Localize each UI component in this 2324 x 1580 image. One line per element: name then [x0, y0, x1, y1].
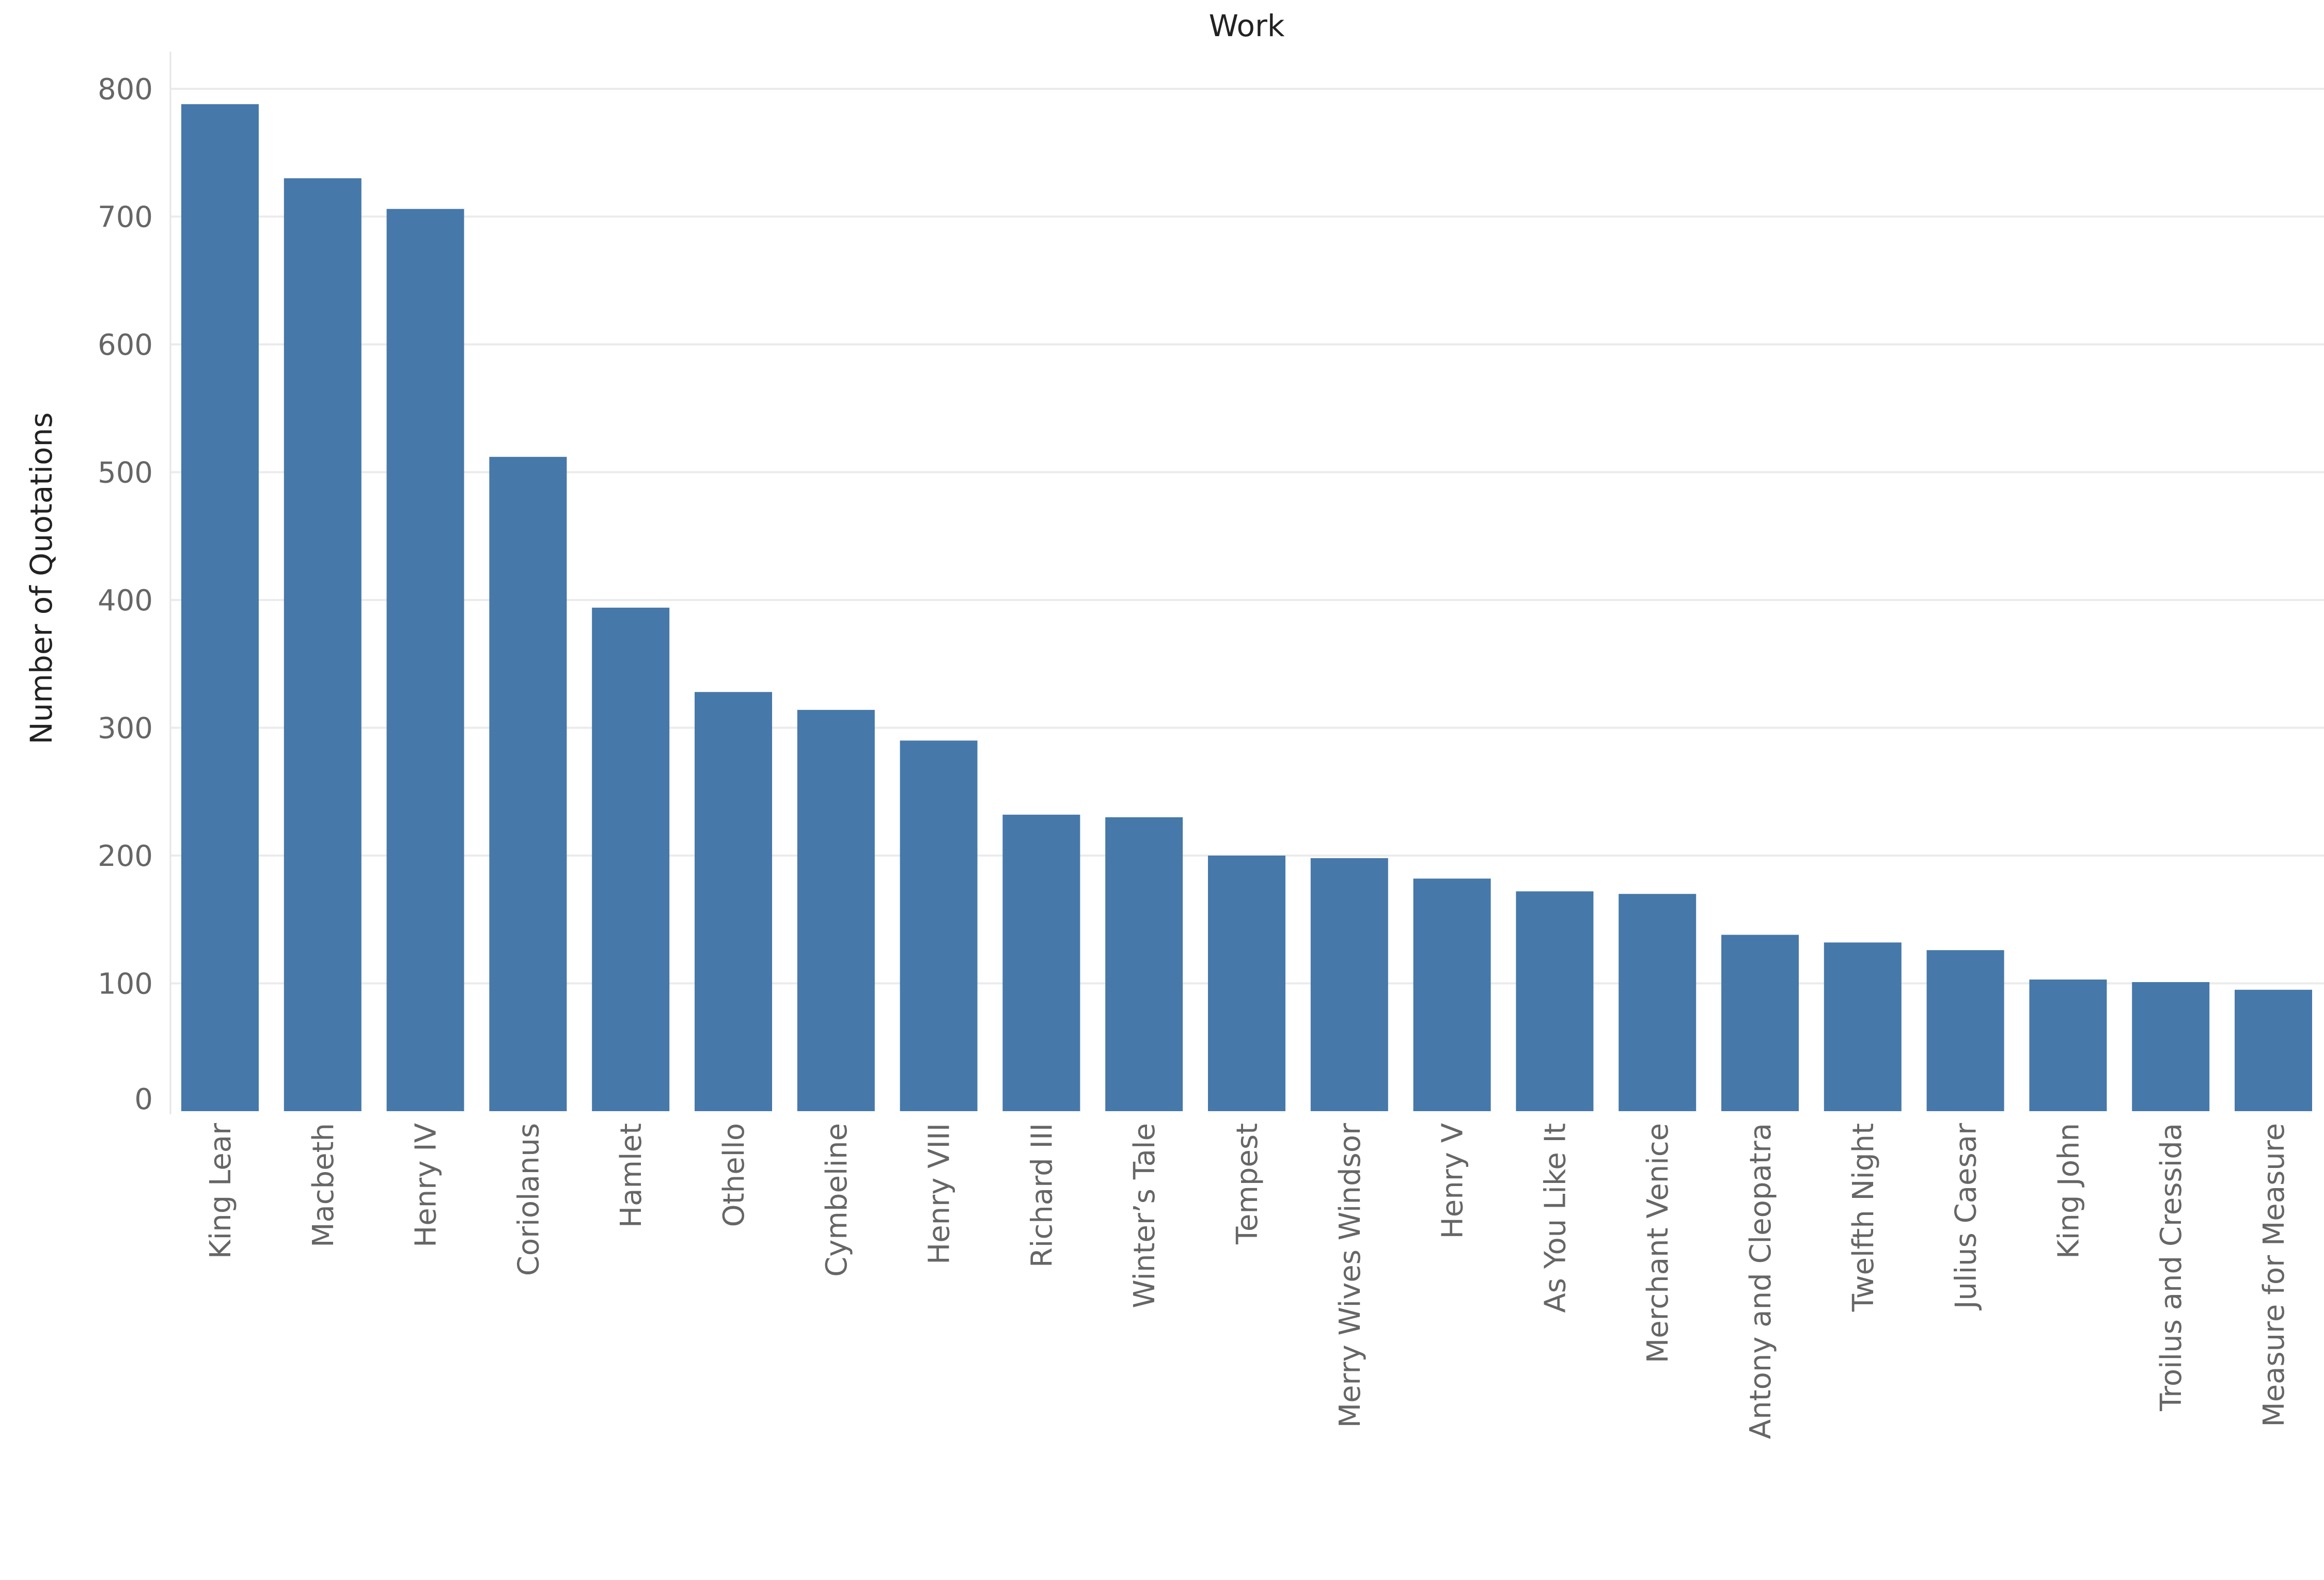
- bar: [2029, 979, 2107, 1111]
- x-axis-labels: King Lear Macbeth Henry IV Coriolanus Hamlet…: [204, 1123, 2291, 1439]
- x-category-label: Hamlet: [615, 1123, 648, 1228]
- x-category-label: Macbeth: [307, 1123, 340, 1247]
- y-tick-label: 300: [98, 712, 153, 746]
- bar: [181, 104, 259, 1112]
- x-category-label: Winter’s Tale: [1128, 1123, 1161, 1308]
- x-category-label: Merry Wives Windsor: [1333, 1123, 1367, 1428]
- x-category-label: King Lear: [204, 1123, 238, 1259]
- x-category-label: Cymbeline: [820, 1123, 854, 1277]
- x-category-label: Julius Caesar: [1950, 1123, 1983, 1310]
- bar: [1310, 858, 1388, 1111]
- bar: [1516, 891, 1594, 1111]
- y-tick-label: 600: [98, 328, 153, 362]
- chart-title: Work: [1209, 8, 1285, 43]
- bar: [797, 709, 875, 1111]
- bar: [386, 209, 464, 1111]
- bar: [1002, 814, 1080, 1111]
- x-category-label: Twelfth Night: [1847, 1123, 1880, 1312]
- x-category-label: Coriolanus: [512, 1123, 545, 1276]
- x-category-label: Henry V: [1436, 1123, 1470, 1239]
- bar: [2132, 982, 2210, 1111]
- y-axis-title: Number of Quotations: [24, 412, 59, 744]
- x-category-label: Troilus and Cressida: [2155, 1123, 2188, 1412]
- y-tick-label: 400: [98, 584, 153, 618]
- bar: [1926, 950, 2004, 1111]
- bar: [592, 607, 670, 1111]
- bar: [1721, 935, 1799, 1111]
- bar: [1208, 856, 1285, 1111]
- bar: [284, 178, 362, 1111]
- bar: [900, 740, 978, 1111]
- x-category-label: Tempest: [1231, 1123, 1264, 1245]
- x-category-label: Othello: [717, 1123, 751, 1227]
- bars: [181, 104, 2312, 1112]
- x-category-label: Henry VIII: [923, 1123, 956, 1265]
- bar: [1413, 878, 1491, 1111]
- bar: [489, 456, 567, 1111]
- x-category-label: Richard III: [1025, 1123, 1059, 1268]
- x-category-label: Merchant Venice: [1641, 1123, 1675, 1363]
- y-tick-label: 0: [134, 1083, 153, 1116]
- x-category-label: King John: [2052, 1123, 2085, 1259]
- bar: [1105, 817, 1183, 1111]
- y-tick-label: 100: [98, 968, 153, 1001]
- y-tick-label: 800: [98, 73, 153, 106]
- y-tick-label: 700: [98, 201, 153, 234]
- bar: [2235, 989, 2312, 1111]
- bar: [1824, 942, 1902, 1111]
- y-tick-label: 500: [98, 456, 153, 490]
- bar: [1619, 894, 1697, 1111]
- x-category-label: As You Like It: [1538, 1123, 1572, 1313]
- bar: [695, 692, 772, 1111]
- y-axis-ticks: 0 100 200 300 400 500 600 700 800: [98, 73, 153, 1116]
- x-category-label: Measure for Measure: [2257, 1123, 2291, 1427]
- x-category-label: Henry IV: [410, 1123, 443, 1247]
- x-category-label: Antony and Cleopatra: [1744, 1123, 1778, 1439]
- y-tick-label: 200: [98, 840, 153, 873]
